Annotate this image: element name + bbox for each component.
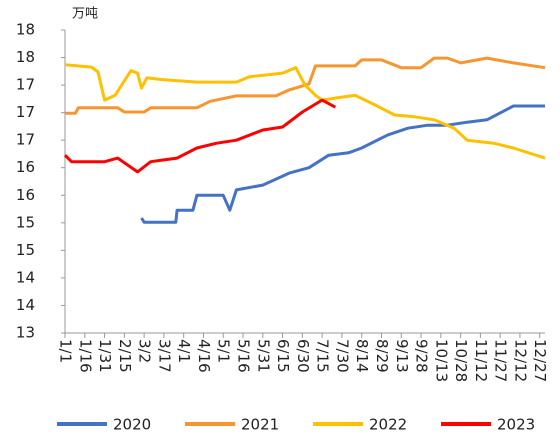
y-tick-label: 17 bbox=[16, 131, 35, 149]
x-tick-label: 3/2 bbox=[136, 339, 154, 363]
y-tick-label: 14 bbox=[16, 268, 35, 286]
series-line bbox=[64, 63, 546, 160]
y-tick-label: 16 bbox=[16, 186, 35, 204]
y-tick-label: 15 bbox=[16, 213, 35, 231]
x-tick-label: 9/28 bbox=[413, 339, 431, 373]
y-tick-label: 17 bbox=[16, 76, 35, 94]
x-tick-label: 8/29 bbox=[373, 339, 391, 373]
series-line bbox=[63, 98, 337, 174]
x-tick-label: 1/31 bbox=[96, 339, 114, 373]
legend-label: 2021 bbox=[241, 416, 279, 434]
y-tick-label: 13 bbox=[16, 324, 35, 342]
legend-label: 2020 bbox=[113, 416, 151, 434]
x-tick-label: 2/15 bbox=[116, 339, 134, 373]
y-tick-label: 14 bbox=[16, 296, 35, 314]
x-tick-label: 6/15 bbox=[274, 339, 292, 373]
series-line bbox=[140, 104, 545, 224]
legend-label: 2022 bbox=[369, 416, 407, 434]
x-tick-label: 12/27 bbox=[531, 339, 549, 382]
x-tick-label: 9/13 bbox=[393, 339, 411, 373]
y-axis-unit: 万吨 bbox=[72, 7, 98, 22]
x-tick-label: 1/1 bbox=[57, 339, 75, 363]
x-tick-label: 4/16 bbox=[195, 339, 213, 373]
x-tick-label: 10/28 bbox=[452, 339, 470, 382]
series-line bbox=[65, 56, 546, 115]
x-tick-label: 5/31 bbox=[254, 339, 272, 373]
x-tick-label: 7/30 bbox=[333, 339, 351, 373]
legend-label: 2023 bbox=[497, 416, 535, 434]
x-tick-label: 11/12 bbox=[472, 339, 490, 382]
x-tick-label: 1/16 bbox=[76, 339, 94, 373]
x-tick-label: 7/15 bbox=[314, 339, 332, 373]
y-tick-label: 18 bbox=[16, 21, 35, 39]
x-tick-label: 5/16 bbox=[235, 339, 253, 373]
x-tick-label: 5/1 bbox=[215, 339, 233, 363]
x-tick-label: 3/17 bbox=[155, 339, 173, 373]
x-tick-label: 10/13 bbox=[432, 339, 450, 382]
y-tick-label: 17 bbox=[16, 103, 35, 121]
x-tick-label: 11/27 bbox=[492, 339, 510, 382]
x-tick-label: 4/1 bbox=[175, 339, 193, 363]
y-tick-label: 16 bbox=[16, 158, 35, 176]
x-tick-label: 12/12 bbox=[511, 339, 529, 382]
y-tick-label: 15 bbox=[16, 241, 35, 259]
x-tick-label: 6/30 bbox=[294, 339, 312, 373]
x-tick-label: 8/14 bbox=[353, 339, 371, 373]
y-tick-label: 18 bbox=[16, 48, 35, 66]
